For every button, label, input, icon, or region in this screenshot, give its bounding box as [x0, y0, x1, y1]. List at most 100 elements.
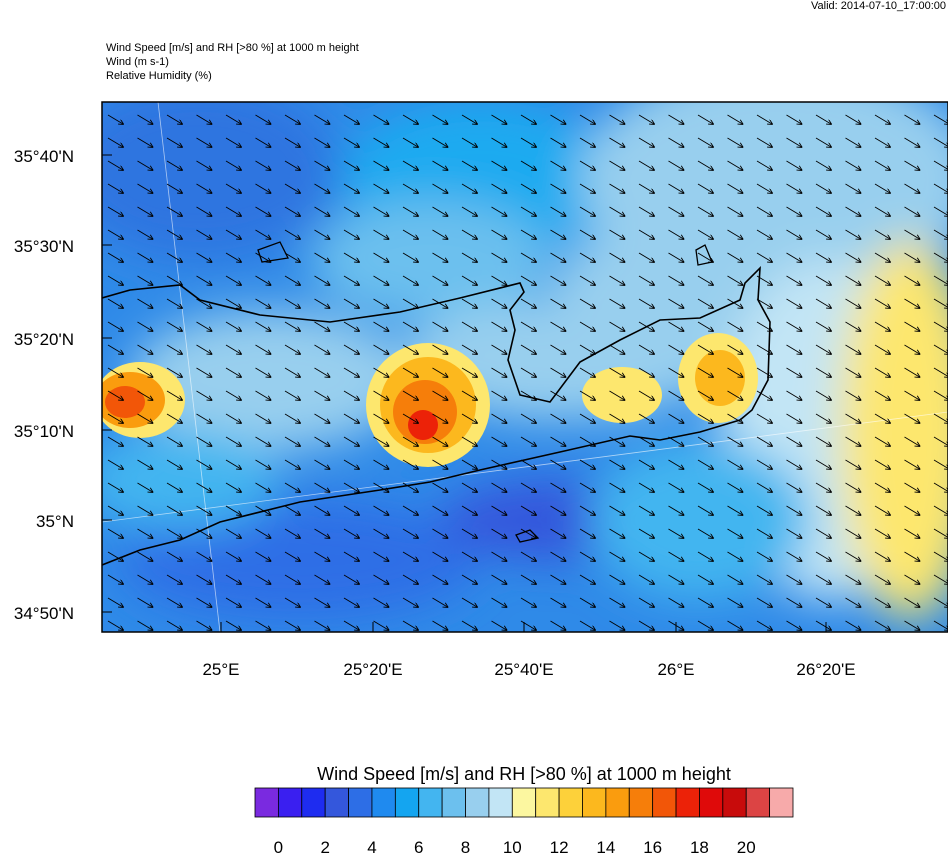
wind-arrow: [845, 528, 861, 538]
wind-arrow: [609, 298, 625, 308]
colorbar-swatch: [769, 787, 794, 818]
wind-arrow: [904, 528, 920, 538]
wind-arrow: [255, 551, 271, 561]
wind-arrow: [402, 252, 418, 262]
colorbar-label: 8: [461, 838, 470, 854]
wind-arrow: [343, 436, 359, 446]
wind-arrow: [343, 413, 359, 423]
wind-arrow: [786, 620, 802, 630]
wind-arrow: [432, 275, 448, 285]
wind-arrow: [550, 482, 566, 492]
wind-arrow: [638, 229, 654, 239]
wind-arrow: [196, 344, 212, 354]
wind-arrow: [668, 275, 684, 285]
wind-arrow: [697, 229, 713, 239]
wind-arrow: [491, 367, 507, 377]
wind-arrow: [225, 114, 241, 124]
wind-arrow: [373, 436, 389, 446]
wind-arrow: [137, 206, 153, 216]
wind-arrow: [284, 505, 300, 515]
wind-arrow: [609, 252, 625, 262]
wind-arrow: [402, 137, 418, 147]
lon-label: 26°20'E: [796, 660, 855, 679]
wind-arrow: [284, 229, 300, 239]
wind-arrow: [107, 298, 123, 308]
wind-arrow: [432, 574, 448, 584]
colorbar-label: 6: [414, 838, 423, 854]
wind-arrow: [107, 528, 123, 538]
wind-arrow: [461, 551, 477, 561]
wind-arrow: [697, 505, 713, 515]
wind-arrow: [373, 574, 389, 584]
colorbar-swatch: [254, 787, 279, 818]
wind-arrow: [697, 298, 713, 308]
colorbar-swatch: [301, 787, 326, 818]
wind-arrow: [432, 137, 448, 147]
wind-arrow: [933, 183, 948, 193]
wind-arrow: [786, 505, 802, 515]
wind-arrow: [550, 275, 566, 285]
wind-arrow: [520, 321, 536, 331]
wind-arrow: [609, 620, 625, 630]
wind-arrow: [491, 459, 507, 469]
wind-arrow: [756, 344, 772, 354]
wind-arrow: [815, 505, 831, 515]
wind-arrow: [815, 160, 831, 170]
wind-arrow: [933, 482, 948, 492]
wind-arrow: [845, 367, 861, 377]
wind-arrow: [107, 137, 123, 147]
wind-arrow: [520, 137, 536, 147]
wind-arrow: [107, 390, 123, 400]
wind-arrow: [638, 114, 654, 124]
wind-arrow: [786, 183, 802, 193]
colorbar-swatch: [722, 787, 747, 818]
wind-arrow: [579, 275, 595, 285]
lon-label: 26°E: [657, 660, 694, 679]
lat-label: 35°N: [36, 512, 74, 531]
wind-arrow: [402, 206, 418, 216]
wind-arrow: [432, 390, 448, 400]
wind-arrow: [461, 114, 477, 124]
wind-arrow: [166, 574, 182, 584]
wind-arrow: [107, 160, 123, 170]
wind-arrow: [166, 183, 182, 193]
wind-arrow: [284, 160, 300, 170]
wind-arrow: [373, 183, 389, 193]
wind-arrow: [727, 229, 743, 239]
wind-arrow: [609, 206, 625, 216]
wind-arrow: [432, 528, 448, 538]
wind-arrow: [284, 390, 300, 400]
wind-arrow: [343, 459, 359, 469]
wind-arrow: [874, 206, 890, 216]
wind-arrow: [904, 137, 920, 147]
wind-arrow: [904, 275, 920, 285]
wind-arrow: [520, 275, 536, 285]
wind-arrow: [461, 298, 477, 308]
wind-arrow: [786, 551, 802, 561]
wind-arrow: [550, 252, 566, 262]
wind-arrow: [255, 298, 271, 308]
wind-arrow: [904, 160, 920, 170]
wind-arrow: [461, 482, 477, 492]
colorbar-swatch: [605, 787, 630, 818]
wind-arrow: [196, 597, 212, 607]
wind-arrow: [491, 574, 507, 584]
wind-arrow: [697, 160, 713, 170]
colorbar-swatch: [371, 787, 396, 818]
wind-arrow: [874, 413, 890, 423]
wind-arrow: [373, 413, 389, 423]
wind-arrow: [786, 252, 802, 262]
wind-arrow: [727, 344, 743, 354]
wind-arrow: [579, 597, 595, 607]
wind-arrow: [815, 413, 831, 423]
wind-arrow: [225, 298, 241, 308]
wind-arrow: [432, 482, 448, 492]
wind-arrow: [550, 528, 566, 538]
wind-arrow: [845, 505, 861, 515]
wind-arrow: [845, 321, 861, 331]
wind-arrow: [166, 206, 182, 216]
header-line: Wind Speed [m/s] and RH [>80 %] at 1000 …: [106, 42, 359, 54]
wind-arrow: [815, 252, 831, 262]
wind-arrow: [668, 482, 684, 492]
